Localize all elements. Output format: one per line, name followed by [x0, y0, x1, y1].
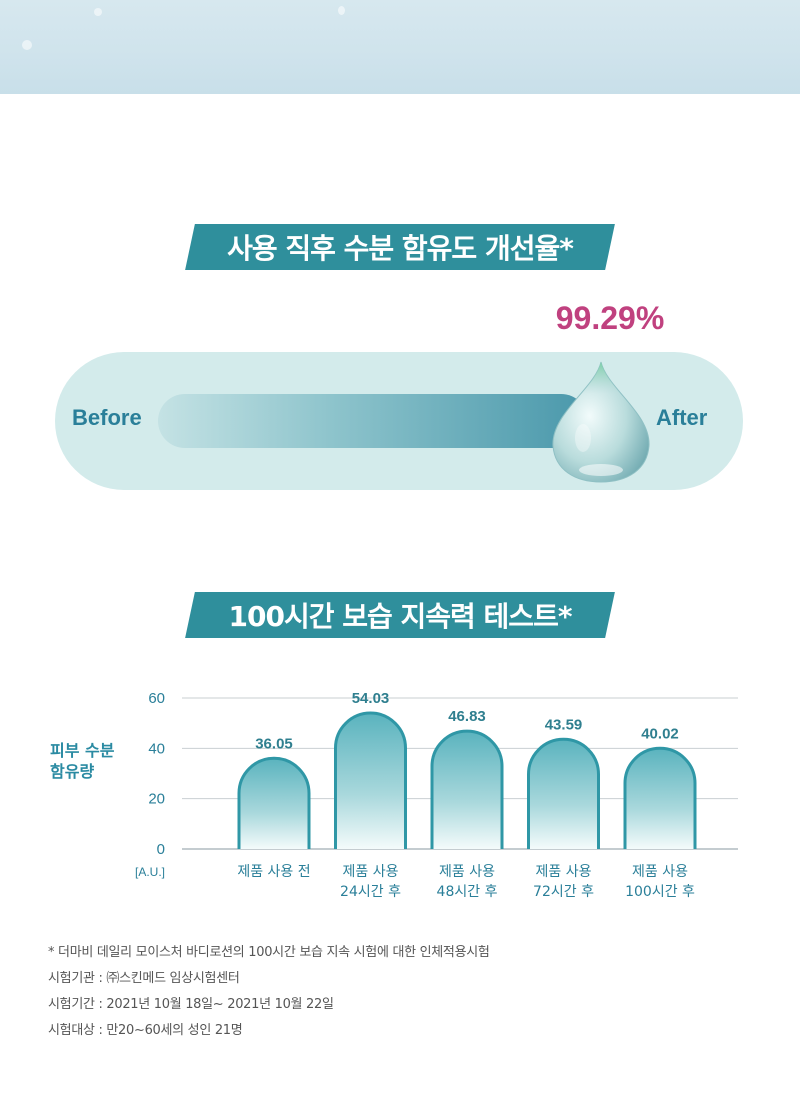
section2-title-banner: 100시간 보습 지속력 테스트* — [185, 592, 615, 638]
footnote-line: 시험기간 : 2021년 10월 18일~ 2021년 10월 22일 — [48, 997, 334, 1012]
footnote-line: 시험기관 : ㈜스킨메드 임상시험센터 — [48, 971, 240, 986]
bar-outline — [334, 711, 407, 849]
x-category-label: 제품 사용 — [632, 864, 688, 880]
y-unit-label: [A.U.] — [135, 865, 165, 879]
top-background-band — [0, 0, 800, 94]
bar-outline — [237, 756, 311, 849]
x-category-label: 제품 사용 — [536, 864, 592, 880]
bar-value-label: 46.83 — [448, 708, 486, 725]
x-category-label: 72시간 후 — [533, 884, 594, 900]
bar-value-label: 40.02 — [641, 725, 679, 742]
bar-value-label: 36.05 — [255, 735, 293, 752]
bar — [432, 731, 502, 849]
bar-value-label: 54.03 — [352, 690, 390, 707]
moisture-bar-chart: 0 20 40 60 [A.U.] 36.05 제품 사용 전 54.03 제품 사용 24시간 … — [135, 690, 738, 900]
x-category-label: 제품 사용 — [343, 864, 399, 880]
x-category-label: 100시간 후 — [625, 884, 695, 900]
section1-title-banner: 사용 직후 수분 함유도 개선율* — [185, 224, 615, 270]
footnotes: * 더마비 데일리 모이스처 바디로션의 100시간 보습 지속 시험에 대한 … — [48, 940, 768, 1044]
water-bubble — [94, 8, 102, 16]
y-tick-label: 20 — [148, 791, 165, 808]
water-drop-icon — [552, 361, 650, 483]
water-bubble — [22, 40, 32, 50]
improvement-bar — [158, 394, 588, 448]
bar-outline — [623, 746, 697, 849]
y-tick-label: 0 — [157, 841, 165, 858]
bar-outline — [430, 729, 504, 849]
footnote-line: * 더마비 데일리 모이스처 바디로션의 100시간 보습 지속 시험에 대한 … — [48, 945, 490, 960]
y-axis-title: 피부 수분 함유량 — [50, 740, 130, 782]
bar-outline — [527, 737, 600, 849]
y-tick-label: 60 — [148, 690, 165, 707]
bar — [239, 758, 309, 849]
bar — [625, 748, 695, 849]
bar-value-label: 43.59 — [545, 716, 583, 733]
x-category-label: 24시간 후 — [340, 884, 401, 900]
before-label: Before — [72, 405, 142, 430]
y-tick-label: 40 — [148, 740, 165, 757]
footnote-line: 시험대상 : 만20~60세의 성인 21명 — [48, 1023, 243, 1038]
improvement-percent: 99.29% — [555, 300, 665, 336]
y-axis-title-line2: 함유량 — [50, 762, 95, 781]
x-category-label: 제품 사용 전 — [237, 864, 310, 880]
water-bubble — [338, 6, 345, 15]
section1-title: 사용 직후 수분 함유도 개선율* — [227, 232, 573, 265]
bar — [528, 739, 599, 849]
section2-title: 100시간 보습 지속력 테스트* — [228, 600, 572, 633]
y-axis-title-line1: 피부 수분 — [50, 741, 115, 760]
x-category-label: 제품 사용 — [439, 864, 495, 880]
bar — [335, 713, 406, 849]
after-label: After — [656, 405, 708, 430]
x-category-label: 48시간 후 — [437, 884, 498, 900]
